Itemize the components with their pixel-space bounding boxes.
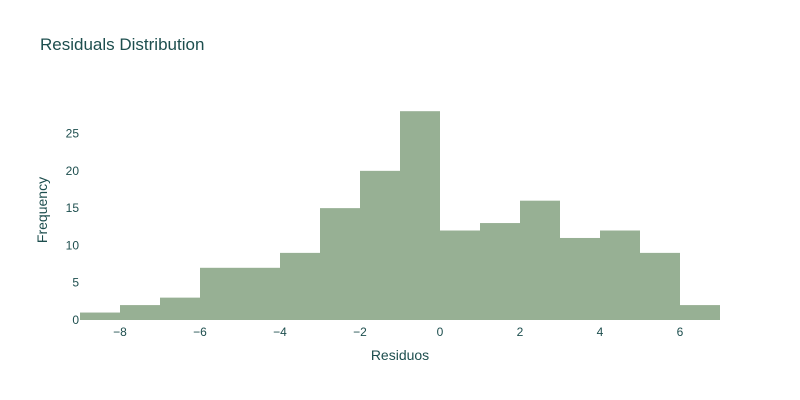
histogram-bar-11 bbox=[520, 200, 560, 320]
y-tick-label: 20 bbox=[66, 164, 80, 178]
x-tick-label: 6 bbox=[677, 325, 684, 339]
histogram-bar-14 bbox=[640, 252, 680, 320]
bars-group bbox=[80, 111, 720, 321]
x-tick-label: 0 bbox=[437, 325, 444, 339]
x-tick-label: −8 bbox=[113, 325, 127, 339]
histogram-bar-8 bbox=[400, 111, 440, 321]
x-tick-label: −2 bbox=[353, 325, 367, 339]
histogram-bar-0 bbox=[80, 312, 120, 320]
y-tick-label: 5 bbox=[72, 276, 79, 290]
y-tick-label: 25 bbox=[66, 127, 80, 141]
histogram-bar-1 bbox=[120, 305, 160, 320]
x-axis-title: Residuos bbox=[371, 347, 429, 363]
x-tick-label: 2 bbox=[517, 325, 524, 339]
histogram-bar-15 bbox=[680, 305, 720, 320]
x-tick-label: 4 bbox=[597, 325, 604, 339]
y-tick-label: 0 bbox=[72, 313, 79, 327]
chart-title: Residuals Distribution bbox=[40, 35, 204, 54]
x-tick-labels: −8 −6 −4 −2 0 2 4 6 bbox=[113, 325, 684, 339]
histogram-bar-4 bbox=[240, 267, 280, 320]
histogram-bar-3 bbox=[200, 267, 240, 320]
histogram-bar-7 bbox=[360, 170, 400, 320]
histogram-bar-9 bbox=[440, 230, 480, 320]
histogram-bar-13 bbox=[600, 230, 640, 320]
y-tick-label: 10 bbox=[66, 238, 80, 252]
y-tick-labels: 0 5 10 15 20 25 bbox=[66, 127, 80, 327]
histogram-bar-10 bbox=[480, 223, 520, 320]
y-axis-title: Frequency bbox=[34, 177, 50, 243]
y-tick-label: 15 bbox=[66, 201, 80, 215]
x-tick-label: −4 bbox=[273, 325, 287, 339]
histogram-bar-2 bbox=[160, 297, 200, 320]
histogram-bar-5 bbox=[280, 252, 320, 320]
histogram-bar-12 bbox=[560, 237, 600, 320]
histogram-bar-6 bbox=[320, 208, 360, 320]
x-tick-label: −6 bbox=[193, 325, 207, 339]
